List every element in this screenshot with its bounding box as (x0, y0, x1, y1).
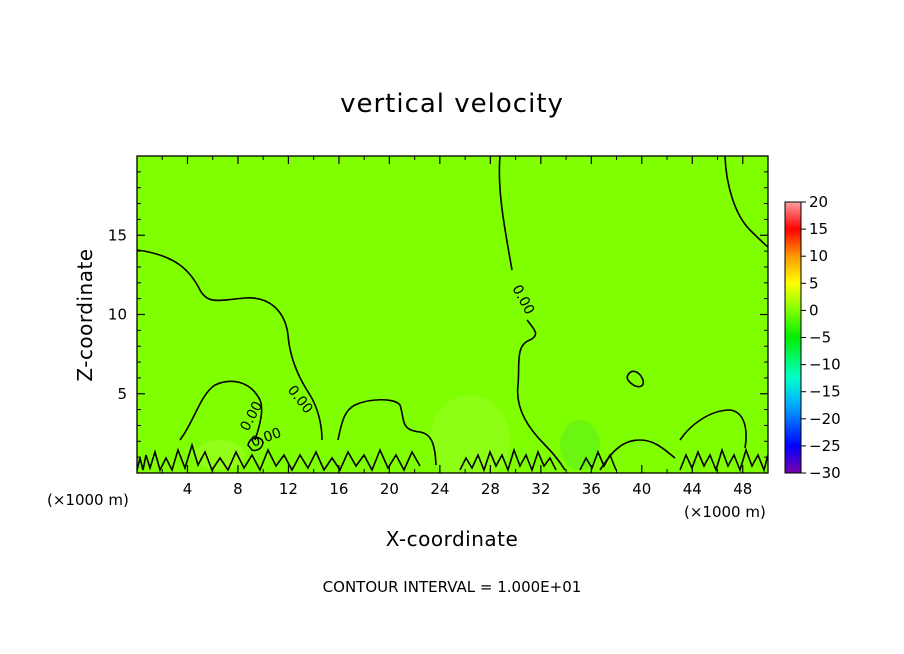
x-tick-label: 12 (279, 480, 298, 498)
x-tick-label: 28 (481, 480, 500, 498)
y-tick-label: 15 (108, 226, 127, 244)
x-tick-label: 8 (233, 480, 243, 498)
colorbar-tick-label: 10 (809, 247, 828, 265)
x-tick-label: 48 (733, 480, 752, 498)
contour-line (459, 447, 557, 473)
contour-line (137, 442, 421, 473)
colorbar-tick-label: −5 (809, 329, 831, 347)
y-axis: 5 10 15 (108, 171, 768, 458)
colorbar-tick-label: −10 (809, 356, 841, 374)
x-tick-label: 40 (632, 480, 651, 498)
x-tick-label: 24 (430, 480, 449, 498)
y-tick-label: 5 (117, 385, 127, 403)
contour-line (679, 409, 747, 449)
contour-line (247, 436, 264, 452)
chart-title: vertical velocity (340, 89, 564, 119)
contour-line (337, 398, 437, 466)
field-patch (560, 420, 600, 470)
x-unit-right: (×1000 m) (684, 503, 766, 521)
x-tick-label: 4 (183, 480, 193, 498)
x-unit-left: (×1000 m) (47, 491, 129, 509)
contour-line (679, 447, 768, 473)
colorbar-ticks: 20 15 10 5 0 −5 −10 −15 −20 −25 −30 (801, 193, 841, 482)
x-tick-label: 16 (329, 480, 348, 498)
contour-interval-note: CONTOUR INTERVAL = 1.000E+01 (323, 578, 582, 596)
field-patch (195, 440, 245, 470)
x-axis: 4 8 12 16 20 24 28 32 36 40 44 48 (161, 156, 752, 498)
colorbar-bar (784, 201, 802, 474)
plot-area (137, 156, 768, 473)
x-tick-label: 32 (531, 480, 550, 498)
contour-line (137, 249, 323, 441)
colorbar-tick-label: 15 (809, 220, 828, 238)
colorbar: 20 15 10 5 0 −5 −10 −15 −20 −25 −30 (784, 193, 841, 482)
colorbar-tick-label: 20 (809, 193, 828, 211)
x-axis-label: X-coordinate (386, 527, 519, 551)
y-axis-label: Z-coordinate (73, 248, 97, 381)
colorbar-tick-label: −20 (809, 410, 841, 428)
contour-line (579, 449, 617, 471)
x-tick-label: 20 (380, 480, 399, 498)
contour-line (516, 319, 566, 471)
contour-line (179, 380, 263, 441)
colorbar-tick-label: −15 (809, 383, 841, 401)
contour-line (626, 370, 645, 388)
colorbar-tick-label: 0 (809, 301, 819, 319)
y-tick-label: 10 (108, 306, 127, 324)
contour-line (498, 156, 513, 271)
colorbar-tick-label: −25 (809, 437, 841, 455)
colorbar-tick-label: −30 (809, 464, 841, 482)
x-tick-label: 44 (683, 480, 702, 498)
x-tick-label: 36 (582, 480, 601, 498)
contour-line (724, 156, 768, 248)
field-patch (430, 395, 510, 473)
colorbar-tick-label: 5 (809, 274, 819, 292)
